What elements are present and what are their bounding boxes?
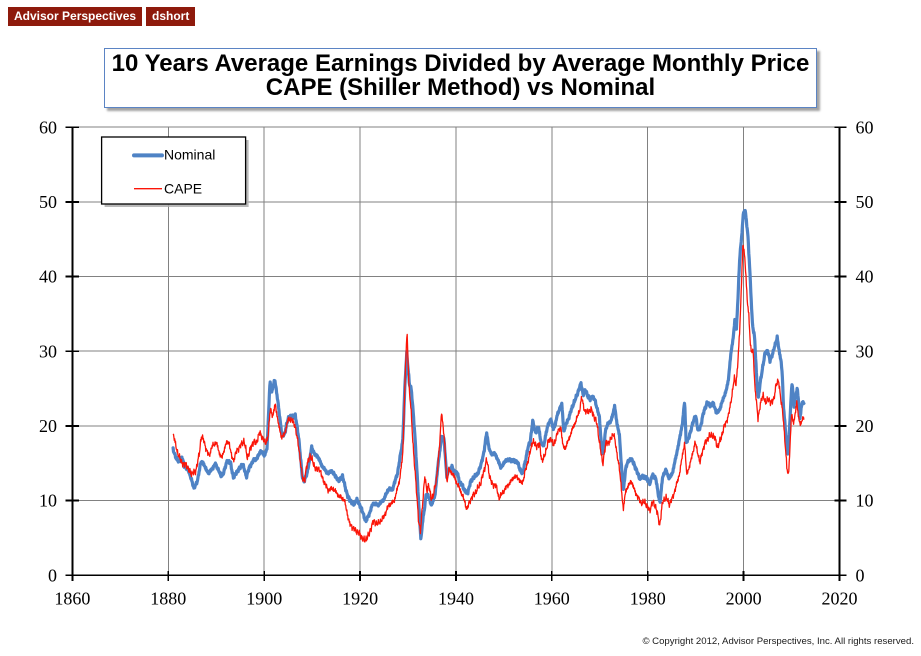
svg-text:CAPE: CAPE [164,180,202,196]
svg-text:60: 60 [856,117,874,137]
svg-text:1940: 1940 [438,589,474,609]
svg-text:10: 10 [39,491,57,511]
svg-text:20: 20 [39,416,57,436]
svg-text:50: 50 [856,192,874,212]
svg-text:30: 30 [856,341,874,361]
svg-text:Nominal: Nominal [164,146,215,162]
svg-text:20: 20 [856,416,874,436]
svg-text:2000: 2000 [726,589,762,609]
svg-text:2020: 2020 [822,589,858,609]
svg-text:0: 0 [856,565,865,585]
svg-text:50: 50 [39,192,57,212]
svg-text:40: 40 [856,267,874,287]
svg-text:1920: 1920 [342,589,378,609]
svg-text:30: 30 [39,341,57,361]
svg-text:1860: 1860 [54,589,90,609]
svg-text:1880: 1880 [150,589,186,609]
svg-text:1980: 1980 [630,589,666,609]
svg-text:0: 0 [48,565,57,585]
svg-text:1960: 1960 [534,589,570,609]
svg-text:1900: 1900 [246,589,282,609]
svg-text:60: 60 [39,117,57,137]
svg-text:40: 40 [39,267,57,287]
svg-text:10: 10 [856,491,874,511]
